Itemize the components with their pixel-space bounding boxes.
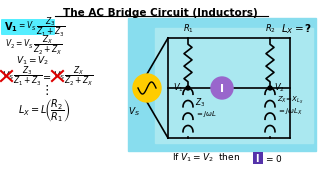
Text: $\dfrac{Z_X}{Z_2+Z_X}$: $\dfrac{Z_X}{Z_2+Z_X}$ (64, 64, 93, 88)
FancyBboxPatch shape (252, 152, 262, 163)
Circle shape (268, 86, 272, 90)
Text: $V_1 = V_2$: $V_1 = V_2$ (16, 55, 49, 67)
Text: $L_X = L\!\left(\dfrac{R_2}{R_1}\right)$: $L_X = L\!\left(\dfrac{R_2}{R_1}\right)$ (18, 96, 70, 123)
Text: $\mathbf{I}$: $\mathbf{I}$ (220, 82, 225, 94)
Text: $\mathbf{V_1}$: $\mathbf{V_1}$ (4, 20, 18, 34)
Text: $R_1$: $R_1$ (182, 22, 194, 35)
Text: If $V_1 = V_2$  then: If $V_1 = V_2$ then (172, 152, 240, 164)
Text: $= j\omega L_X$: $= j\omega L_X$ (277, 107, 303, 117)
Text: $\mathbf{I}$: $\mathbf{I}$ (255, 152, 260, 163)
Text: $V_2 = V_S\,\dfrac{Z_X}{Z_2+Z_X}$: $V_2 = V_S\,\dfrac{Z_X}{Z_2+Z_X}$ (5, 33, 63, 57)
Text: $= 0$: $= 0$ (264, 152, 282, 163)
Text: $Z_3$: $Z_3$ (195, 97, 205, 109)
Text: $=$: $=$ (42, 71, 52, 81)
Circle shape (211, 77, 233, 99)
Text: The AC Bridge Circuit (Inductors): The AC Bridge Circuit (Inductors) (63, 8, 257, 18)
Bar (155, 28, 313, 143)
Text: $= V_S\,\dfrac{Z_3}{Z_1+Z_3}$: $= V_S\,\dfrac{Z_3}{Z_1+Z_3}$ (17, 15, 66, 39)
Text: $R_2$: $R_2$ (265, 22, 276, 35)
Text: $V_S$: $V_S$ (2, 70, 14, 82)
Text: $V_1$: $V_1$ (173, 82, 184, 94)
FancyBboxPatch shape (1, 19, 55, 35)
Circle shape (186, 86, 190, 90)
Text: $V_2$: $V_2$ (274, 82, 285, 94)
Circle shape (133, 74, 161, 102)
Text: $Z_X\!=\!X_{L_X}$: $Z_X\!=\!X_{L_X}$ (277, 94, 304, 105)
Bar (128, 18, 316, 151)
Text: $L_X = \mathbf{?}$: $L_X = \mathbf{?}$ (281, 22, 312, 36)
Text: $= j\omega L$: $= j\omega L$ (195, 109, 217, 119)
Text: $V_S$: $V_S$ (53, 70, 65, 82)
Text: $\vdots$: $\vdots$ (40, 83, 48, 97)
Text: $V_S$: $V_S$ (128, 105, 140, 118)
Text: $\dfrac{Z_3}{Z_1+Z_3}$: $\dfrac{Z_3}{Z_1+Z_3}$ (13, 64, 42, 88)
